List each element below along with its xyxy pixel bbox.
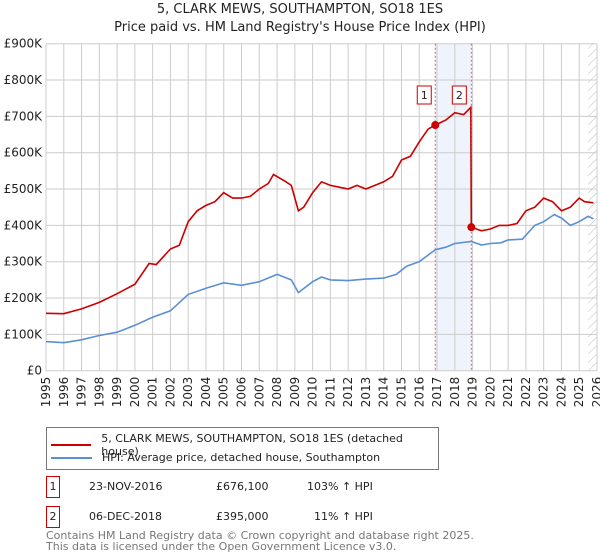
- transaction-marker: 2: [46, 506, 60, 528]
- x-tick-label: 2025: [572, 377, 586, 408]
- x-tick-label: 2018: [448, 377, 462, 408]
- transaction-date: 06-DEC-2018: [89, 510, 163, 523]
- hpi-line: [45, 213, 594, 344]
- x-tick-label: 2005: [217, 377, 231, 408]
- x-tick-label: 2010: [306, 377, 320, 408]
- y-tick-label: £600K: [4, 146, 44, 160]
- x-tick-label: 2001: [146, 377, 160, 408]
- x-tick-label: 2015: [394, 377, 408, 408]
- transaction-hpi: 103% ↑ HPI: [307, 480, 373, 493]
- footer-licence: This data is licensed under the Open Gov…: [46, 540, 397, 553]
- x-tick-label: 2019: [466, 377, 480, 408]
- x-tick-label: 2020: [483, 377, 497, 408]
- x-tick-label: 2017: [430, 377, 444, 408]
- legend-item-property: 5, CLARK MEWS, SOUTHAMPTON, SO18 1ES (de…: [51, 432, 438, 458]
- x-tick-label: 2026: [590, 377, 600, 408]
- transaction-date: 23-NOV-2016: [89, 480, 163, 493]
- x-tick-label: 2006: [235, 377, 249, 408]
- transaction-marker: 1: [46, 476, 60, 498]
- x-tick-label: 1998: [92, 377, 106, 408]
- x-tick-label: 2022: [519, 377, 533, 408]
- y-tick-label: £500K: [4, 182, 44, 196]
- transaction-hpi: 11% ↑ HPI: [314, 510, 373, 523]
- x-tick-label: 1997: [75, 377, 89, 408]
- transaction-price: £395,000: [216, 510, 269, 523]
- x-tick-label: 2012: [341, 377, 355, 408]
- annotation-box: [416, 85, 432, 105]
- transaction-price: £676,100: [216, 480, 269, 493]
- x-tick-label: 1995: [39, 377, 53, 408]
- annotation-label: 1: [421, 89, 428, 102]
- x-tick-label: 2000: [128, 377, 142, 408]
- legend-swatch-red: [51, 444, 92, 446]
- x-tick-label: 1996: [57, 377, 71, 408]
- x-tick-label: 2007: [252, 377, 266, 408]
- sale-point-marker: [467, 223, 476, 232]
- forecast-hatch: [588, 43, 597, 371]
- annotation-label: 2: [456, 89, 463, 102]
- y-tick-label: £200K: [4, 291, 44, 305]
- x-tick-label: 2008: [270, 377, 284, 408]
- chart-title: 5, CLARK MEWS, SOUTHAMPTON, SO18 1ES: [156, 2, 444, 17]
- x-tick-label: 2014: [377, 377, 391, 408]
- y-tick-label: £100K: [4, 327, 44, 341]
- x-tick-label: 2011: [323, 377, 337, 408]
- footer-copyright: Contains HM Land Registry data © Crown c…: [46, 529, 474, 542]
- y-tick-label: £800K: [4, 73, 44, 87]
- footer: Contains HM Land Registry data © Crown c…: [46, 530, 474, 552]
- legend-item-hpi: HPI: Average price, detached house, Sout…: [51, 451, 380, 464]
- x-tick-label: 2013: [359, 377, 373, 408]
- y-tick-label: £400K: [4, 218, 44, 232]
- y-tick-label: £300K: [4, 255, 44, 269]
- legend-label: 5, CLARK MEWS, SOUTHAMPTON, SO18 1ES (de…: [101, 432, 403, 458]
- x-tick-label: 2004: [199, 377, 213, 408]
- x-tick-label: 2023: [537, 377, 551, 408]
- x-tick-label: 2021: [501, 377, 515, 408]
- x-tick-label: 2024: [554, 377, 568, 408]
- chart-subtitle: Price paid vs. HM Land Registry's House …: [114, 20, 486, 35]
- x-tick-label: 2002: [163, 377, 177, 408]
- legend: 5, CLARK MEWS, SOUTHAMPTON, SO18 1ES (de…: [46, 427, 439, 470]
- y-tick-label: £700K: [4, 109, 44, 123]
- x-tick-label: 2016: [412, 377, 426, 408]
- x-tick-label: 2003: [181, 377, 195, 408]
- x-tick-label: 2009: [288, 377, 302, 408]
- x-tick-label: 1999: [110, 377, 124, 408]
- sale-point-marker: [431, 121, 440, 130]
- legend-label: HPI: Average price, detached house, Sout…: [102, 451, 381, 464]
- legend-swatch-blue: [51, 456, 92, 459]
- annotation-box: [451, 85, 467, 105]
- property-price-line: [45, 105, 594, 315]
- y-tick-label: £900K: [4, 37, 44, 51]
- y-tick-label: £0: [27, 364, 42, 378]
